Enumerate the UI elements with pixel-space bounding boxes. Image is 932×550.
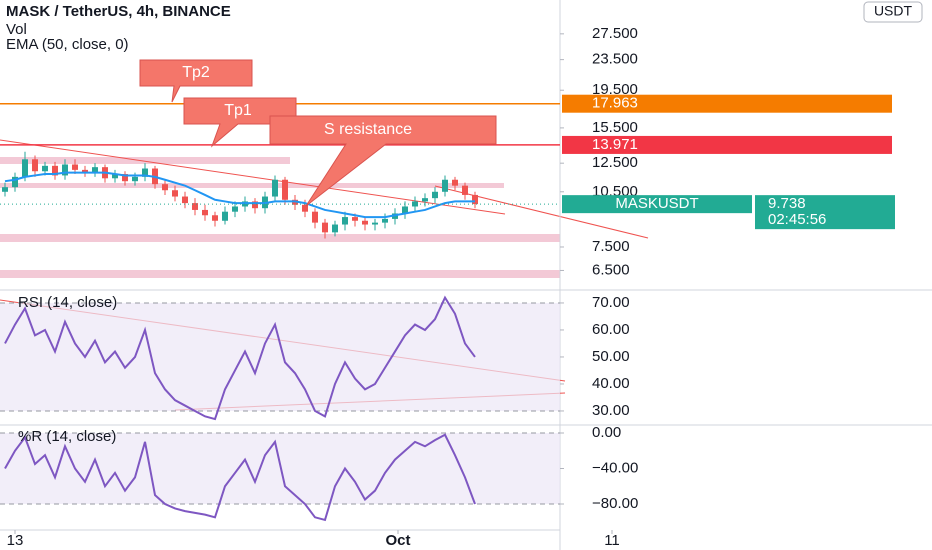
indicator-line — [4, 295, 476, 421]
callouts: Tp2 Tp1 S resistance — [139, 59, 497, 207]
candle-body — [432, 191, 438, 199]
y-tick-label: −80.00 — [592, 495, 638, 512]
x-tick-label: Oct — [385, 532, 410, 549]
trendline — [434, 185, 649, 239]
zone — [0, 234, 560, 242]
candle-body — [272, 179, 278, 197]
currency-box[interactable] — [863, 1, 923, 23]
y-tick-label: 19.500 — [592, 81, 638, 98]
candle-body — [52, 165, 58, 176]
panel-title: %R (14, close) — [18, 428, 116, 445]
candle-body — [92, 167, 98, 173]
last-price: 9.738 — [768, 195, 806, 212]
level-tag — [562, 94, 892, 113]
candle-body — [42, 165, 48, 172]
y-tick-label: 12.500 — [592, 154, 638, 171]
y-tick-label: 60.00 — [592, 321, 630, 338]
candle-body — [112, 174, 118, 179]
callout — [183, 97, 297, 148]
y-tick-label: 27.500 — [592, 25, 638, 42]
candle-body — [442, 179, 448, 192]
x-tick-label: 13 — [7, 532, 24, 549]
annotation: S resistance — [324, 121, 412, 138]
indicator-line — [4, 433, 476, 522]
candle-body — [382, 218, 388, 223]
candle-body — [312, 211, 318, 223]
candle-body — [62, 164, 68, 176]
candle-body — [32, 159, 38, 172]
candle-body — [462, 185, 468, 195]
zone — [0, 270, 560, 278]
y-tick-label: 15.500 — [592, 119, 638, 136]
candle-body — [372, 222, 378, 225]
y-tick-label: 40.00 — [592, 375, 630, 392]
candle-body — [182, 196, 188, 204]
candle-body — [472, 194, 478, 205]
symbol-name: MASKUSDT — [615, 195, 698, 212]
candle-body — [142, 168, 148, 177]
candle-body — [122, 174, 128, 182]
candle-body — [192, 203, 198, 210]
candle-body — [72, 164, 78, 170]
level-tag — [562, 135, 892, 154]
band — [0, 302, 560, 411]
candle-body — [342, 217, 348, 225]
y-tick-label: 50.00 — [592, 348, 630, 365]
panel-title: RSI (14, close) — [18, 294, 117, 311]
callout — [269, 115, 497, 207]
candle-body — [132, 176, 138, 182]
y-tick-label: 70.00 — [592, 294, 630, 311]
candle-body — [202, 209, 208, 216]
y-tick-label: 7.500 — [592, 238, 630, 255]
symbol-tag — [562, 195, 752, 214]
level-label: 13.971 — [592, 136, 638, 153]
candle-body — [12, 176, 18, 188]
candle-body — [302, 204, 308, 212]
y-tick-label: −40.00 — [592, 459, 638, 476]
candle-body — [332, 224, 338, 233]
level-label: 17.963 — [592, 95, 638, 112]
candle-body — [402, 206, 408, 214]
candle-body — [252, 201, 258, 209]
annotation: Tp2 — [182, 64, 210, 81]
price-tag — [755, 195, 895, 230]
candle-body — [232, 206, 238, 212]
candle-body — [22, 159, 28, 177]
zone — [0, 157, 290, 164]
candle-body — [322, 222, 328, 233]
zone — [0, 183, 504, 188]
candle-body — [212, 215, 218, 221]
ema-line — [4, 171, 475, 219]
candle-body — [412, 201, 418, 207]
candle-body — [2, 187, 8, 192]
ema-label: EMA (50, close, 0) — [6, 36, 129, 53]
annotation: Tp1 — [224, 102, 252, 119]
candle-body — [422, 198, 428, 202]
candle-body — [352, 217, 358, 221]
symbol: MASK / TetherUS, 4h, BINANCE — [6, 3, 231, 20]
y-tick-label: 0.00 — [592, 424, 621, 441]
currency[interactable]: USDT — [874, 3, 913, 19]
candle-body — [82, 169, 88, 173]
x-tick-label: 11 — [604, 532, 620, 549]
candle-body — [162, 184, 168, 191]
candle-body — [452, 179, 458, 186]
trendline — [0, 139, 506, 215]
y-tick-label: 23.500 — [592, 51, 638, 68]
candle-body — [222, 211, 228, 221]
vol-label: Vol — [6, 21, 27, 38]
candle-body — [362, 220, 368, 225]
y-tick-label: 30.00 — [592, 402, 630, 419]
candle-body — [172, 190, 178, 197]
candle-body — [282, 179, 288, 200]
callout — [139, 59, 253, 103]
y-tick-label: 6.500 — [592, 261, 630, 278]
countdown: 02:45:56 — [768, 211, 826, 228]
